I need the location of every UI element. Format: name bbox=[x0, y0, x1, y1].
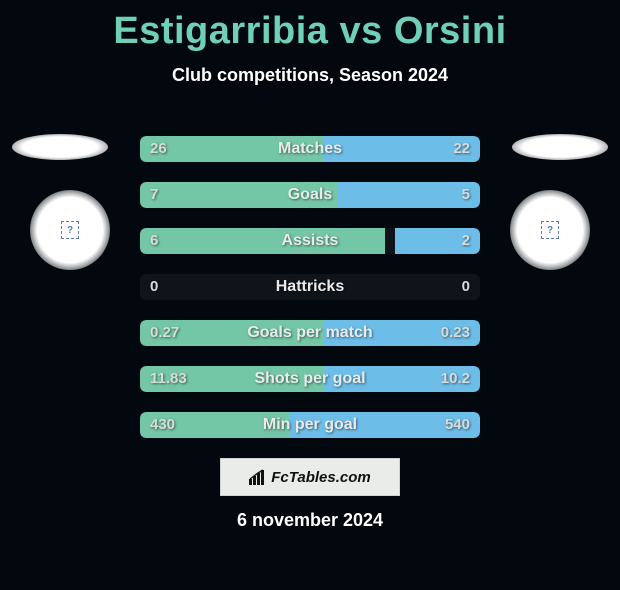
stat-row: 00Hattricks bbox=[140, 274, 480, 300]
player-left-badge: ? bbox=[30, 190, 110, 270]
stat-row: 2622Matches bbox=[140, 136, 480, 162]
brand-text: FcTables.com bbox=[271, 469, 370, 486]
stat-row: 11.8310.2Shots per goal bbox=[140, 366, 480, 392]
stat-label: Shots per goal bbox=[140, 366, 480, 392]
subtitle: Club competitions, Season 2024 bbox=[0, 65, 620, 86]
stat-label: Matches bbox=[140, 136, 480, 162]
page-title: Estigarribia vs Orsini bbox=[0, 10, 620, 53]
brand-chart-icon bbox=[249, 469, 267, 485]
player-right-badge: ? bbox=[510, 190, 590, 270]
stat-row: 75Goals bbox=[140, 182, 480, 208]
stat-row: 62Assists bbox=[140, 228, 480, 254]
stat-label: Goals bbox=[140, 182, 480, 208]
vs-separator: vs bbox=[340, 10, 394, 52]
stat-row: 0.270.23Goals per match bbox=[140, 320, 480, 346]
date: 6 november 2024 bbox=[0, 510, 620, 531]
stat-row: 430540Min per goal bbox=[140, 412, 480, 438]
stat-label: Hattricks bbox=[140, 274, 480, 300]
stats-container: 2622Matches 75Goals 62Assists 00Hattricks 0.… bbox=[140, 136, 480, 458]
player-right-name: Orsini bbox=[394, 10, 507, 52]
stat-label: Min per goal bbox=[140, 412, 480, 438]
placeholder-icon: ? bbox=[61, 221, 79, 239]
brand-box: FcTables.com bbox=[220, 458, 400, 496]
player-left-name: Estigarribia bbox=[113, 10, 328, 52]
decorative-ellipse-left bbox=[12, 134, 108, 160]
decorative-ellipse-right bbox=[512, 134, 608, 160]
stat-label: Assists bbox=[140, 228, 480, 254]
stat-label: Goals per match bbox=[140, 320, 480, 346]
placeholder-icon: ? bbox=[541, 221, 559, 239]
